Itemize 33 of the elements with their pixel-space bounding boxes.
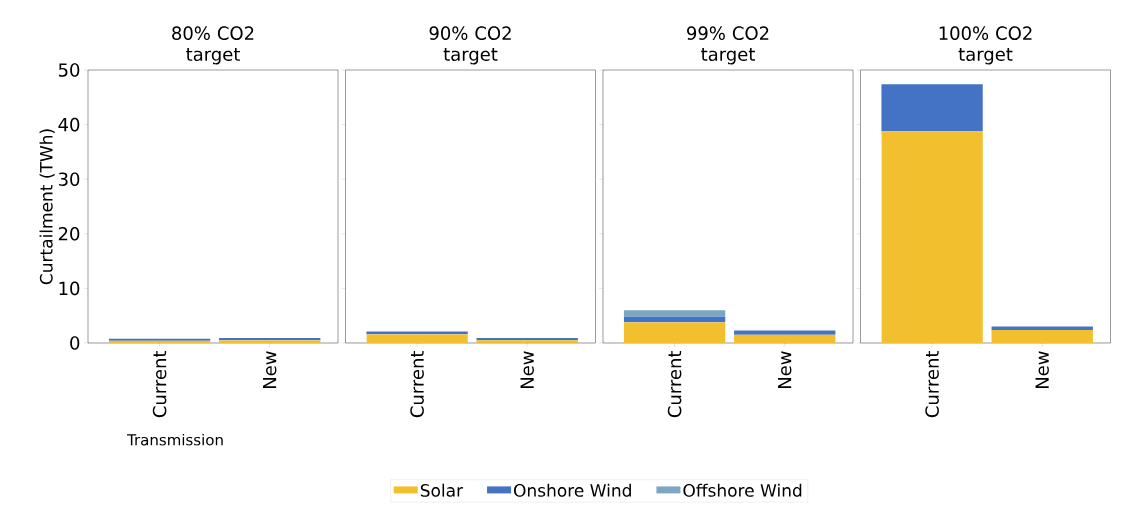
bar [991,329,1093,343]
bar [734,330,836,335]
y-tick-label: 50 [58,63,80,77]
x-tick-label: Current [410,350,424,418]
chart-title: 90% CO2 target [429,26,511,65]
bar [623,310,726,317]
y-tick-label: 0 [70,336,80,350]
x-tick-label: New [1035,351,1049,389]
bar [991,326,1093,330]
x-axis-title: Transmission [127,433,223,446]
y-tick-label: 30 [58,172,80,187]
legend-label: Solar [420,483,464,497]
bar [734,334,836,343]
x-tick-label: New [520,351,534,389]
bar [366,334,468,343]
chart-title: 80% CO2 target [172,26,254,65]
chart-title: 100% CO2 target [939,26,1032,65]
x-tick-label: Current [667,350,682,418]
y-tick-label: 10 [59,281,80,296]
legend-label: Onshore Wind [514,483,631,497]
bar [881,131,983,343]
x-tick-label: Current [925,350,939,418]
legend-label: Offshore Wind [683,483,802,497]
x-tick-label: Current [152,350,167,418]
chart-title: 99% CO2 target [687,26,769,65]
y-tick-label: 20 [58,226,80,241]
bar [623,322,726,343]
x-tick-label: New [263,351,277,389]
y-tick-label: 40 [58,117,80,132]
x-tick-label: New [778,351,792,389]
y-axis-title: Curtailment (TWh) [39,129,55,285]
bar [881,84,983,132]
bar [623,316,726,323]
